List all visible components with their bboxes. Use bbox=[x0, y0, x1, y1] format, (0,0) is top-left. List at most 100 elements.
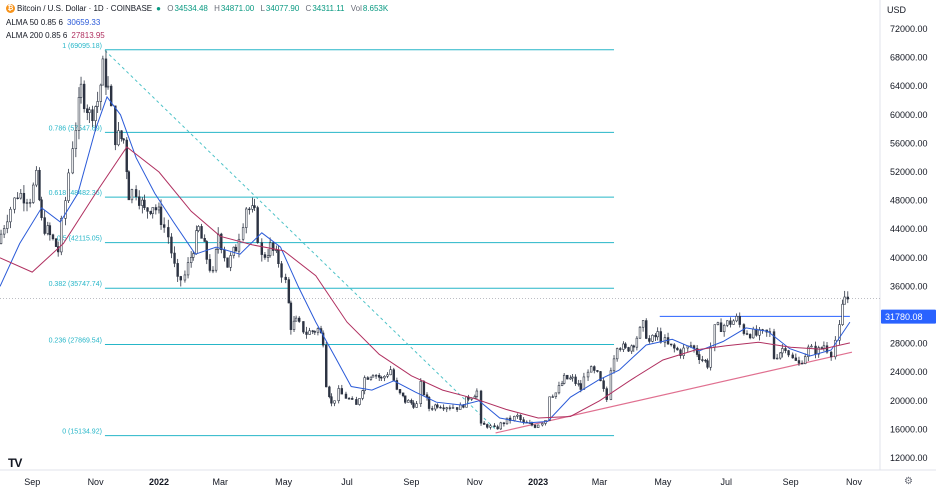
candle-body bbox=[732, 320, 735, 325]
indicator-alma200-value: 27813.95 bbox=[71, 31, 105, 40]
candle-body bbox=[434, 404, 437, 410]
indicator-alma200[interactable]: ALMA 200 0.85 6 27813.95 bbox=[6, 31, 109, 40]
candle-body bbox=[735, 315, 738, 322]
indicator-alma50[interactable]: ALMA 50 0.85 6 30659.33 bbox=[6, 18, 104, 27]
candle-body bbox=[245, 208, 248, 228]
candle-body bbox=[134, 189, 138, 198]
candle-body bbox=[173, 252, 176, 264]
candle-body bbox=[280, 263, 283, 278]
candle-body bbox=[125, 139, 128, 173]
candle-body bbox=[389, 369, 392, 376]
candle-body bbox=[374, 375, 378, 377]
close-value: 34311.11 bbox=[312, 4, 345, 13]
candle-body bbox=[358, 398, 361, 405]
candle-body bbox=[60, 218, 63, 253]
candle-body bbox=[630, 345, 633, 352]
bitcoin-icon: ₿ bbox=[6, 4, 15, 14]
candle-body bbox=[415, 403, 418, 408]
candle-body bbox=[627, 347, 630, 352]
candle-body bbox=[729, 320, 732, 325]
candle-body bbox=[541, 423, 544, 426]
candle-body bbox=[609, 370, 613, 400]
candle-body bbox=[200, 226, 203, 239]
candle-body bbox=[726, 320, 729, 326]
tradingview-logo[interactable]: TV bbox=[8, 456, 22, 470]
candle-body bbox=[800, 362, 804, 365]
candle-body bbox=[149, 210, 152, 214]
y-tick-label: 64000.00 bbox=[890, 81, 928, 91]
volume-value: 8.653K bbox=[362, 4, 389, 13]
x-tick-label: May bbox=[275, 477, 293, 487]
candle-body bbox=[834, 339, 837, 358]
candle-body bbox=[398, 389, 402, 394]
candle-body bbox=[748, 334, 752, 339]
candle-body bbox=[738, 315, 741, 325]
fib-level-label: 0.5 (42115.05) bbox=[57, 236, 102, 243]
candle-body bbox=[289, 302, 293, 330]
candle-body bbox=[189, 257, 193, 263]
candle-body bbox=[266, 255, 270, 258]
candle-body bbox=[176, 263, 179, 277]
candle-body bbox=[88, 109, 91, 113]
candle-body bbox=[781, 348, 784, 354]
candle-body bbox=[635, 337, 639, 348]
candle-body bbox=[479, 390, 483, 424]
candle-body bbox=[412, 402, 415, 408]
candle-body bbox=[355, 399, 358, 405]
x-tick-label: 2023 bbox=[528, 477, 548, 487]
candle-body bbox=[673, 344, 676, 349]
x-tick-label: Nov bbox=[846, 477, 863, 487]
candle-body bbox=[706, 360, 709, 368]
currency-selector[interactable]: USD bbox=[887, 5, 907, 15]
candle-body bbox=[74, 130, 78, 149]
candle-body bbox=[486, 424, 489, 428]
candle-body bbox=[442, 407, 445, 410]
candle-body bbox=[752, 328, 755, 339]
candle-body bbox=[241, 227, 245, 240]
price-tag-label: 31780.08 bbox=[885, 312, 923, 322]
candle-body bbox=[843, 296, 846, 305]
candle-body bbox=[371, 375, 375, 378]
candle-body bbox=[612, 358, 616, 372]
gear-icon[interactable]: ⚙ bbox=[904, 476, 913, 487]
candle-body bbox=[35, 169, 38, 186]
fib-level-label: 1 (69095.18) bbox=[62, 43, 102, 50]
candle-body bbox=[775, 357, 779, 360]
candle-body bbox=[679, 349, 682, 356]
candle-body bbox=[516, 414, 519, 417]
candle-body bbox=[337, 388, 340, 402]
market-status-dot: ● bbox=[156, 4, 161, 13]
candle-body bbox=[566, 374, 569, 380]
candle-body bbox=[380, 376, 383, 379]
candle-body bbox=[519, 414, 522, 421]
candle-body bbox=[333, 400, 336, 404]
candle-body bbox=[19, 192, 22, 199]
symbol-label[interactable]: Bitcoin / U.S. Dollar · 1D · COINBASE bbox=[17, 4, 153, 13]
candle-body bbox=[79, 83, 83, 98]
candle-body bbox=[779, 352, 782, 359]
candle-body bbox=[197, 226, 200, 231]
candle-body bbox=[569, 377, 572, 380]
candle-body bbox=[496, 426, 499, 430]
candle-body bbox=[277, 249, 280, 264]
candle-body bbox=[82, 83, 86, 110]
candle-body bbox=[822, 345, 826, 349]
candle-body bbox=[253, 205, 256, 208]
candle-body bbox=[641, 320, 645, 328]
candle-body bbox=[363, 377, 366, 391]
candle-body bbox=[386, 374, 389, 377]
candle-body bbox=[214, 249, 218, 271]
indicator-alma200-name: ALMA 200 0.85 6 bbox=[6, 31, 68, 40]
candle-body bbox=[378, 375, 381, 378]
candle-body bbox=[817, 347, 820, 355]
candle-body bbox=[351, 398, 354, 400]
x-tick-label: 2022 bbox=[149, 477, 169, 487]
candle-body bbox=[436, 404, 439, 408]
x-tick-label: Nov bbox=[88, 477, 105, 487]
candle-body bbox=[226, 257, 229, 268]
candle-body bbox=[330, 396, 333, 404]
candle-body bbox=[656, 331, 659, 338]
candle-body bbox=[94, 106, 97, 122]
candle-body bbox=[99, 84, 102, 102]
